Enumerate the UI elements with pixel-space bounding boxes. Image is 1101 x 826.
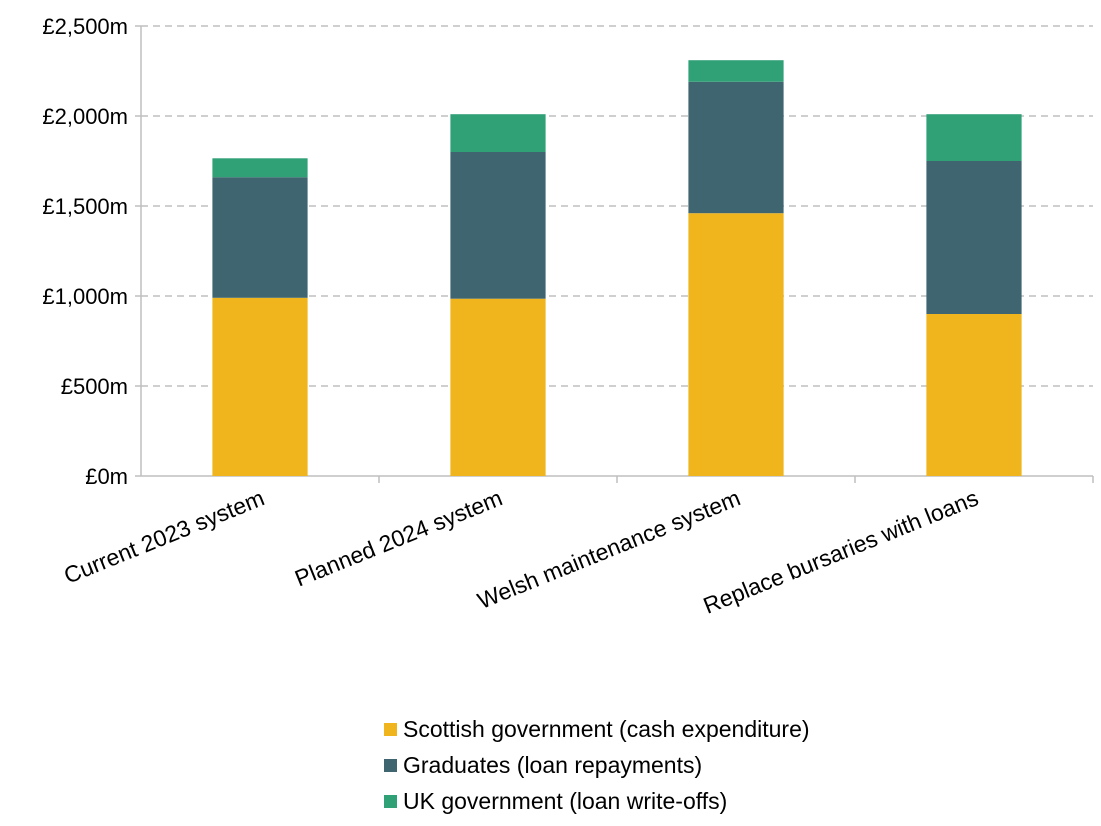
x-tick-label: Planned 2024 system [291,485,506,592]
legend-swatch [384,758,397,772]
y-tick-label: £2,000m [42,104,128,129]
bar-segment [926,161,1022,314]
legend-swatch [384,722,397,736]
legend-item: UK government (loan write-offs) [384,783,810,819]
legend-label: Scottish government (cash expenditure) [403,715,810,742]
legend: Scottish government (cash expenditure) Gr… [384,711,810,819]
legend-label: Graduates (loan repayments) [403,751,703,778]
bar-segment [926,114,1022,161]
bar-segment [688,81,784,214]
bar-segment [688,213,784,476]
bar-segment [212,177,308,298]
y-tick-label: £1,500m [42,194,128,219]
bar-segment [212,297,308,476]
y-tick-label: £500m [61,374,128,399]
x-tick-label: Current 2023 system [60,485,268,589]
legend-item: Scottish government (cash expenditure) [384,711,810,747]
legend-item: Graduates (loan repayments) [384,747,810,783]
y-tick-label: £0m [85,464,128,489]
bar-segment [212,158,308,178]
legend-swatch [384,794,397,808]
bar-segment [688,60,784,82]
bar-segment [450,114,546,152]
bar-segment [926,314,1022,476]
bar-segment [450,298,546,476]
y-tick-label: £1,000m [42,284,128,309]
stacked-bar-chart: £0m £500m £1,000m £1,500m £2,000m £2,500m Curr… [42,14,1094,619]
legend-label: UK government (loan write-offs) [403,787,728,814]
bar-segment [450,152,546,299]
y-tick-label: £2,500m [42,14,128,39]
